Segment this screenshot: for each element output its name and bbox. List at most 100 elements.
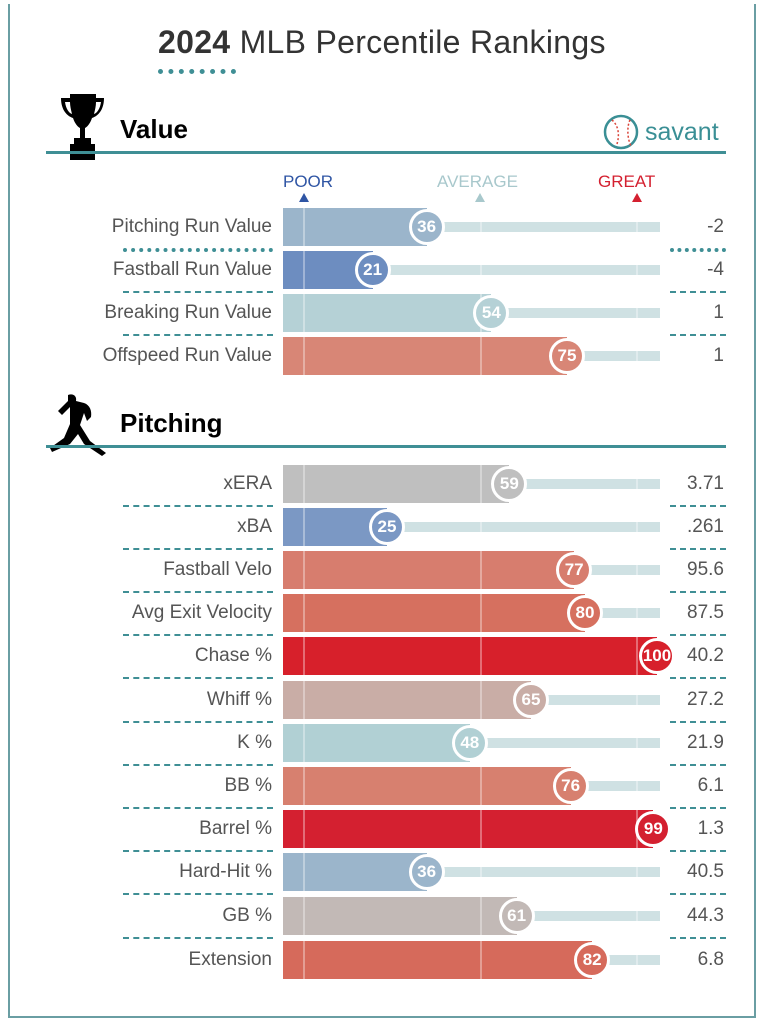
label-poor: POOR: [283, 172, 334, 191]
percentile-badge: 77: [556, 552, 593, 588]
percentile-bar: [283, 551, 575, 589]
percentile-bar: [283, 810, 654, 848]
gridline: [636, 294, 638, 332]
row-separator: [670, 937, 726, 939]
metric-label: Pitching Run Value: [111, 216, 272, 237]
metric-label: Fastball Run Value: [112, 259, 272, 280]
baseball-icon: [603, 114, 639, 150]
page-title: 2024 MLB Percentile Rankings: [158, 24, 606, 60]
metric-label: xERA: [223, 473, 272, 494]
poor-marker: [299, 193, 309, 202]
row-separator: [670, 291, 726, 293]
row-separator: [123, 548, 273, 550]
gridline: [303, 294, 305, 332]
row-separator: [670, 807, 726, 809]
metric-value: 87.5: [687, 602, 724, 623]
percentile-bar: [283, 681, 531, 719]
percentile-badge: 76: [552, 768, 589, 804]
gridline: [303, 551, 305, 589]
metric-label: Whiff %: [206, 689, 272, 710]
gridline: [480, 551, 482, 589]
percentile-bar: [283, 294, 492, 332]
gridline: [303, 853, 305, 891]
percentile-bar: [283, 594, 585, 632]
metric-value: 1.3: [697, 818, 724, 839]
percentile-badge: 61: [498, 898, 535, 934]
title-underline: [158, 69, 236, 74]
pitcher-icon: [50, 394, 106, 456]
metric-label: Chase %: [194, 645, 272, 666]
percentile-badge: 75: [549, 338, 585, 374]
metric-value: .261: [687, 516, 724, 537]
metric-label: Barrel %: [199, 818, 272, 839]
percentile-badge: 25: [369, 509, 405, 545]
gridline: [636, 897, 638, 935]
percentile-bar: [283, 853, 427, 891]
metric-value: 95.6: [687, 559, 724, 580]
metric-row: Whiff % 65 27.2: [0, 681, 760, 719]
metric-row: Fastball Velo 77 95.6: [0, 551, 760, 589]
metric-row: Hard-Hit % 36 40.5: [0, 853, 760, 891]
track: [283, 265, 660, 275]
row-separator: [123, 677, 273, 679]
metric-value: 40.2: [687, 645, 724, 666]
gridline: [636, 853, 638, 891]
gridline: [303, 465, 305, 503]
label-great: GREAT: [598, 172, 656, 191]
percentile-badge: 82: [574, 942, 611, 978]
percentile-bar: [283, 941, 593, 979]
great-marker: [632, 193, 642, 202]
metric-row: Chase % 100 40.2: [0, 637, 760, 675]
gridline: [480, 853, 482, 891]
section-divider: [46, 445, 726, 448]
row-separator: [123, 634, 273, 636]
track: [283, 222, 660, 232]
gridline: [636, 465, 638, 503]
percentile-bar: [283, 465, 510, 503]
gridline: [480, 681, 482, 719]
section-title-value: Value: [120, 114, 188, 144]
gridline: [303, 594, 305, 632]
frame: [8, 4, 756, 1018]
percentile-badge: 99: [635, 811, 672, 847]
gridline: [480, 767, 482, 805]
gridline: [636, 251, 638, 289]
metric-label: Breaking Run Value: [104, 302, 272, 323]
row-separator: [670, 548, 726, 550]
percentile-badge: 54: [473, 295, 510, 331]
row-separator: [123, 721, 273, 723]
metric-value: 21.9: [687, 732, 724, 753]
metric-row: xBA 25 .261: [0, 508, 760, 546]
metric-value: 1: [713, 345, 724, 366]
average-marker: [475, 193, 485, 202]
metric-row: Extension 82 6.8: [0, 941, 760, 979]
metric-label: Offspeed Run Value: [102, 345, 272, 366]
row-separator: [670, 334, 726, 336]
metric-label: xBA: [237, 516, 272, 537]
gridline: [636, 337, 638, 375]
gridline: [303, 208, 305, 246]
metric-row: Fastball Run Value 21 -4: [0, 251, 760, 289]
metric-row: xERA 59 3.71: [0, 465, 760, 503]
label-average: AVERAGE: [437, 172, 518, 191]
row-separator: [123, 850, 273, 852]
gridline: [636, 551, 638, 589]
track: [283, 867, 660, 877]
gridline: [480, 465, 482, 503]
track: [283, 522, 660, 532]
gridline: [303, 337, 305, 375]
metric-label: GB %: [222, 905, 272, 926]
gridline: [480, 810, 482, 848]
metric-value: 6.1: [697, 775, 724, 796]
row-separator: [670, 634, 726, 636]
metric-row: BB % 76 6.1: [0, 767, 760, 805]
percentile-badge: 21: [354, 252, 391, 288]
percentile-badge: 80: [567, 595, 603, 631]
gridline: [636, 724, 638, 762]
row-separator: [670, 764, 726, 766]
metric-label: Extension: [188, 949, 272, 970]
trophy-icon: [61, 94, 104, 160]
metric-value: -4: [707, 259, 724, 280]
gridline: [303, 251, 305, 289]
metric-label: Avg Exit Velocity: [131, 602, 272, 623]
